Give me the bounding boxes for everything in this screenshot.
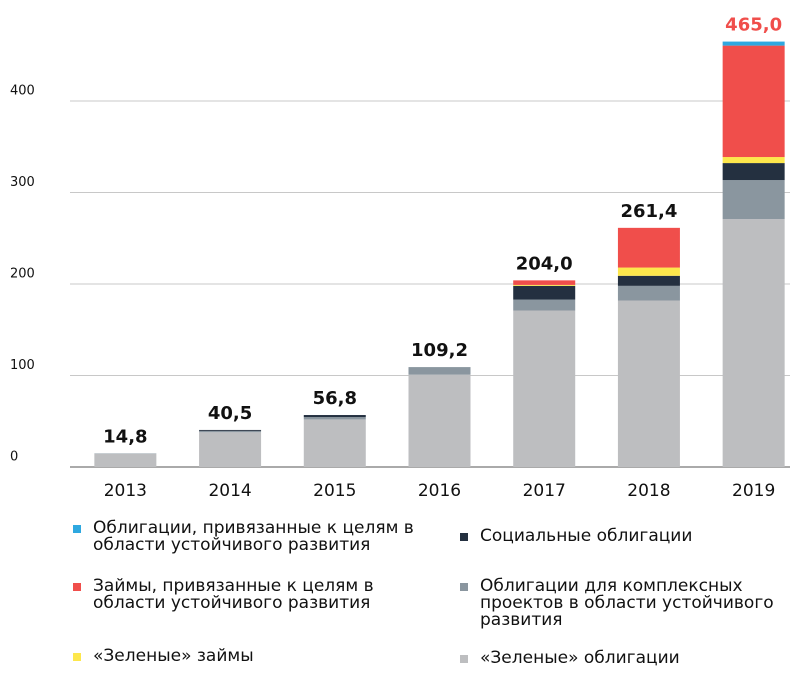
x-tick-label: 2016 [418, 481, 461, 500]
bar-segment [513, 284, 576, 286]
value-label: 14,8 [103, 426, 147, 447]
bar-segment [722, 180, 785, 220]
bar-segment [722, 219, 785, 467]
bar-segment [617, 227, 680, 268]
chart: 0 100 200 300 400 2013 14,8 2014 40,5 2015 56,8 201… [10, 15, 790, 500]
legend-swatch [73, 653, 81, 661]
value-label: 40,5 [208, 403, 252, 424]
legend-label: Облигации для комплексных проектов в обл… [480, 576, 774, 630]
legend-swatch [73, 583, 81, 591]
value-label: 465,0 [725, 15, 782, 36]
legend-swatch [460, 583, 468, 591]
y-tick-label: 100 [10, 358, 35, 373]
bar-segment [303, 417, 366, 420]
legend-label: «Зеленые» займы [93, 646, 254, 666]
bar-segment [513, 280, 576, 285]
y-tick-label: 200 [10, 267, 35, 282]
y-tick-label: 0 [10, 450, 18, 465]
legend-label: Социальные облигации [480, 526, 693, 546]
bar-segment [722, 41, 785, 46]
bar-segment [199, 430, 262, 433]
bar-segment [94, 453, 157, 467]
bar-segment [199, 429, 262, 431]
x-tick-label: 2013 [104, 481, 147, 500]
bar-segment [513, 299, 576, 311]
value-label: 56,8 [313, 388, 357, 409]
bar-segment [722, 157, 785, 164]
x-tick-label: 2014 [208, 481, 251, 500]
legend-swatch [460, 533, 468, 541]
legend-swatch [460, 655, 468, 663]
bar-segment [513, 285, 576, 300]
bar-segment [617, 285, 680, 301]
value-label: 204,0 [516, 253, 573, 274]
x-tick-label: 2019 [732, 481, 775, 500]
value-label: 261,4 [620, 201, 677, 222]
bar-segment [303, 419, 366, 467]
x-tick-label: 2015 [313, 481, 356, 500]
value-label: 109,2 [411, 340, 468, 361]
bar-segment [617, 267, 680, 276]
y-tick-label: 300 [10, 175, 35, 190]
bar-segment [722, 163, 785, 181]
y-tick-label: 400 [10, 84, 35, 99]
legend-label: «Зеленые» облигации [480, 648, 680, 668]
x-tick-label: 2017 [523, 481, 566, 500]
legend-label: Займы, привязанные к целям в области уст… [93, 576, 374, 613]
bar-segment [617, 275, 680, 286]
bar-segment [408, 374, 471, 467]
bar-segment [513, 310, 576, 467]
bar-segment [303, 415, 366, 418]
bar-segment [199, 432, 262, 467]
legend-label: Облигации, привязанные к целям в области… [93, 518, 414, 555]
bar-segment [408, 367, 471, 375]
x-tick-label: 2018 [627, 481, 670, 500]
bar-segment [617, 300, 680, 467]
bar-segment [722, 45, 785, 158]
legend-swatch [73, 525, 81, 533]
